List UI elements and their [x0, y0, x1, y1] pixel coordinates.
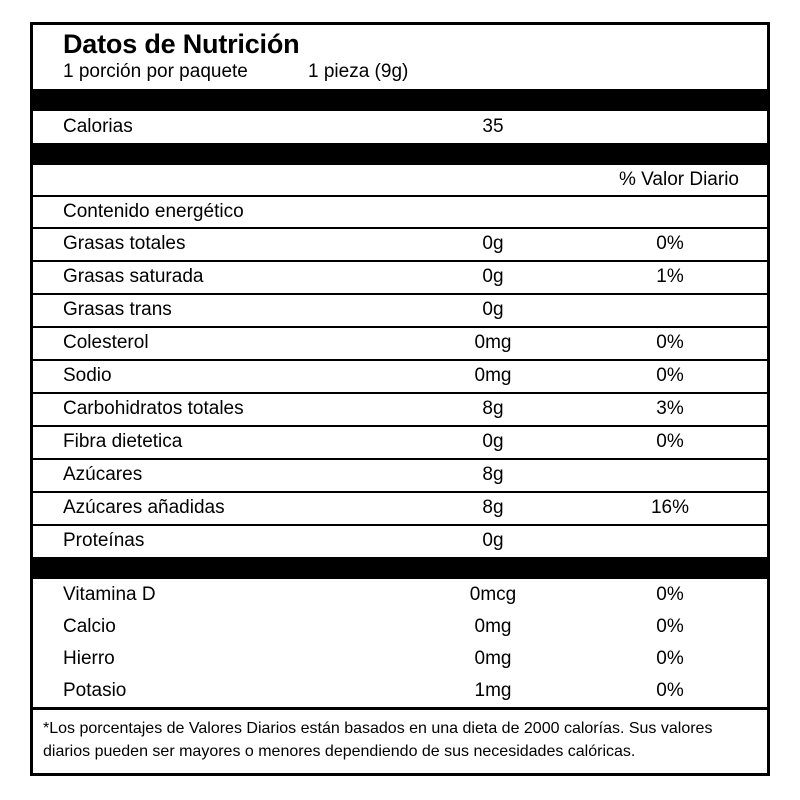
vitamin-row: Potasio 1mg 0%	[33, 675, 767, 707]
nutrient-name: Carbohidratos totales	[63, 398, 244, 420]
nutrient-name: Fibra dietetica	[63, 431, 183, 453]
nutrient-amount: 0g	[482, 431, 504, 453]
nutrient-name: Grasas trans	[63, 299, 172, 321]
nutrient-amount: 8g	[482, 464, 504, 486]
nutrient-row: Azúcares añadidas 8g 16%	[33, 491, 767, 524]
divider-bar-above-calories	[33, 89, 767, 112]
nutrition-facts-label: Datos de Nutrición 1 porción por paquete…	[30, 22, 770, 777]
nutrient-row: Carbohidratos totales 8g 3%	[33, 392, 767, 425]
nutrient-name: Azúcares añadidas	[63, 497, 225, 519]
calories-value: 35	[482, 115, 504, 137]
nutrient-daily-value: 0%	[656, 647, 684, 669]
daily-value-footnote: *Los porcentajes de Valores Diarios está…	[33, 707, 767, 773]
nutrient-amount: 0g	[482, 233, 504, 255]
nutrient-daily-value: 0%	[656, 615, 684, 637]
nutrient-name: Potasio	[63, 679, 127, 701]
nutrient-name: Grasas totales	[63, 233, 186, 255]
vitamin-row: Calcio 0mg 0%	[33, 611, 767, 643]
nutrient-amount: 0mg	[474, 332, 512, 354]
nutrient-name: Calcio	[63, 615, 116, 637]
nutrient-daily-value: 0%	[656, 332, 684, 354]
label-title: Datos de Nutrición	[63, 29, 300, 59]
nutrient-amount: 0g	[482, 299, 504, 321]
energy-content-label: Contenido energético	[63, 200, 244, 222]
nutrient-name: Proteínas	[63, 530, 145, 552]
nutrient-name: Grasas saturada	[63, 266, 204, 288]
nutrient-daily-value: 3%	[656, 398, 684, 420]
nutrient-row: Proteínas 0g	[33, 524, 767, 557]
vitamin-row: Vitamina D 0mcg 0%	[33, 579, 767, 611]
vitamin-row: Hierro 0mg 0%	[33, 643, 767, 675]
nutrient-name: Hierro	[63, 647, 115, 669]
nutrient-amount: 0g	[482, 530, 504, 552]
nutrient-row: Sodio 0mg 0%	[33, 359, 767, 392]
calories-label: Calorias	[63, 115, 133, 137]
nutrient-name: Sodio	[63, 365, 112, 387]
nutrient-daily-value: 0%	[656, 431, 684, 453]
nutrient-row: Grasas trans 0g	[33, 293, 767, 326]
nutrient-list: Grasas totales 0g 0% Grasas saturada 0g 1% Gra…	[33, 227, 767, 557]
nutrient-daily-value: 0%	[656, 365, 684, 387]
nutrient-name: Colesterol	[63, 332, 149, 354]
nutrient-name: Vitamina D	[63, 583, 156, 605]
nutrient-amount: 0g	[482, 266, 504, 288]
divider-bar-below-calories	[33, 143, 767, 166]
nutrient-row: Colesterol 0mg 0%	[33, 326, 767, 359]
serving-size: 1 pieza (9g)	[308, 61, 409, 83]
nutrient-row: Grasas saturada 0g 1%	[33, 260, 767, 293]
nutrient-daily-value: 1%	[656, 266, 684, 288]
nutrient-amount: 1mg	[474, 679, 512, 701]
nutrient-daily-value: 0%	[656, 679, 684, 701]
nutrient-amount: 0mcg	[469, 583, 517, 605]
servings-per-container: 1 porción por paquete	[63, 61, 248, 83]
nutrient-row: Fibra dietetica 0g 0%	[33, 425, 767, 458]
nutrient-amount: 0mg	[474, 615, 512, 637]
divider-bar-above-vitamins	[33, 557, 767, 580]
nutrient-row: Azúcares 8g	[33, 458, 767, 491]
nutrient-amount: 0mg	[474, 365, 512, 387]
nutrient-amount: 8g	[482, 398, 504, 420]
daily-value-header: % Valor Diario	[618, 169, 739, 191]
nutrient-daily-value: 0%	[656, 583, 684, 605]
vitamin-list: Vitamina D 0mcg 0% Calcio 0mg 0% Hierro 0mg 0% Po…	[33, 579, 767, 707]
nutrient-amount: 0mg	[474, 647, 512, 669]
energy-content-row: Contenido energético	[33, 195, 767, 227]
serving-info: 1 porción por paquete 1 pieza (9g)	[33, 61, 767, 89]
nutrient-row: Grasas totales 0g 0%	[33, 227, 767, 260]
nutrient-daily-value: 16%	[650, 497, 690, 519]
nutrient-amount: 8g	[482, 497, 504, 519]
calories-row: Calorias 35	[33, 111, 767, 143]
nutrient-daily-value: 0%	[656, 233, 684, 255]
nutrient-name: Azúcares	[63, 464, 143, 486]
